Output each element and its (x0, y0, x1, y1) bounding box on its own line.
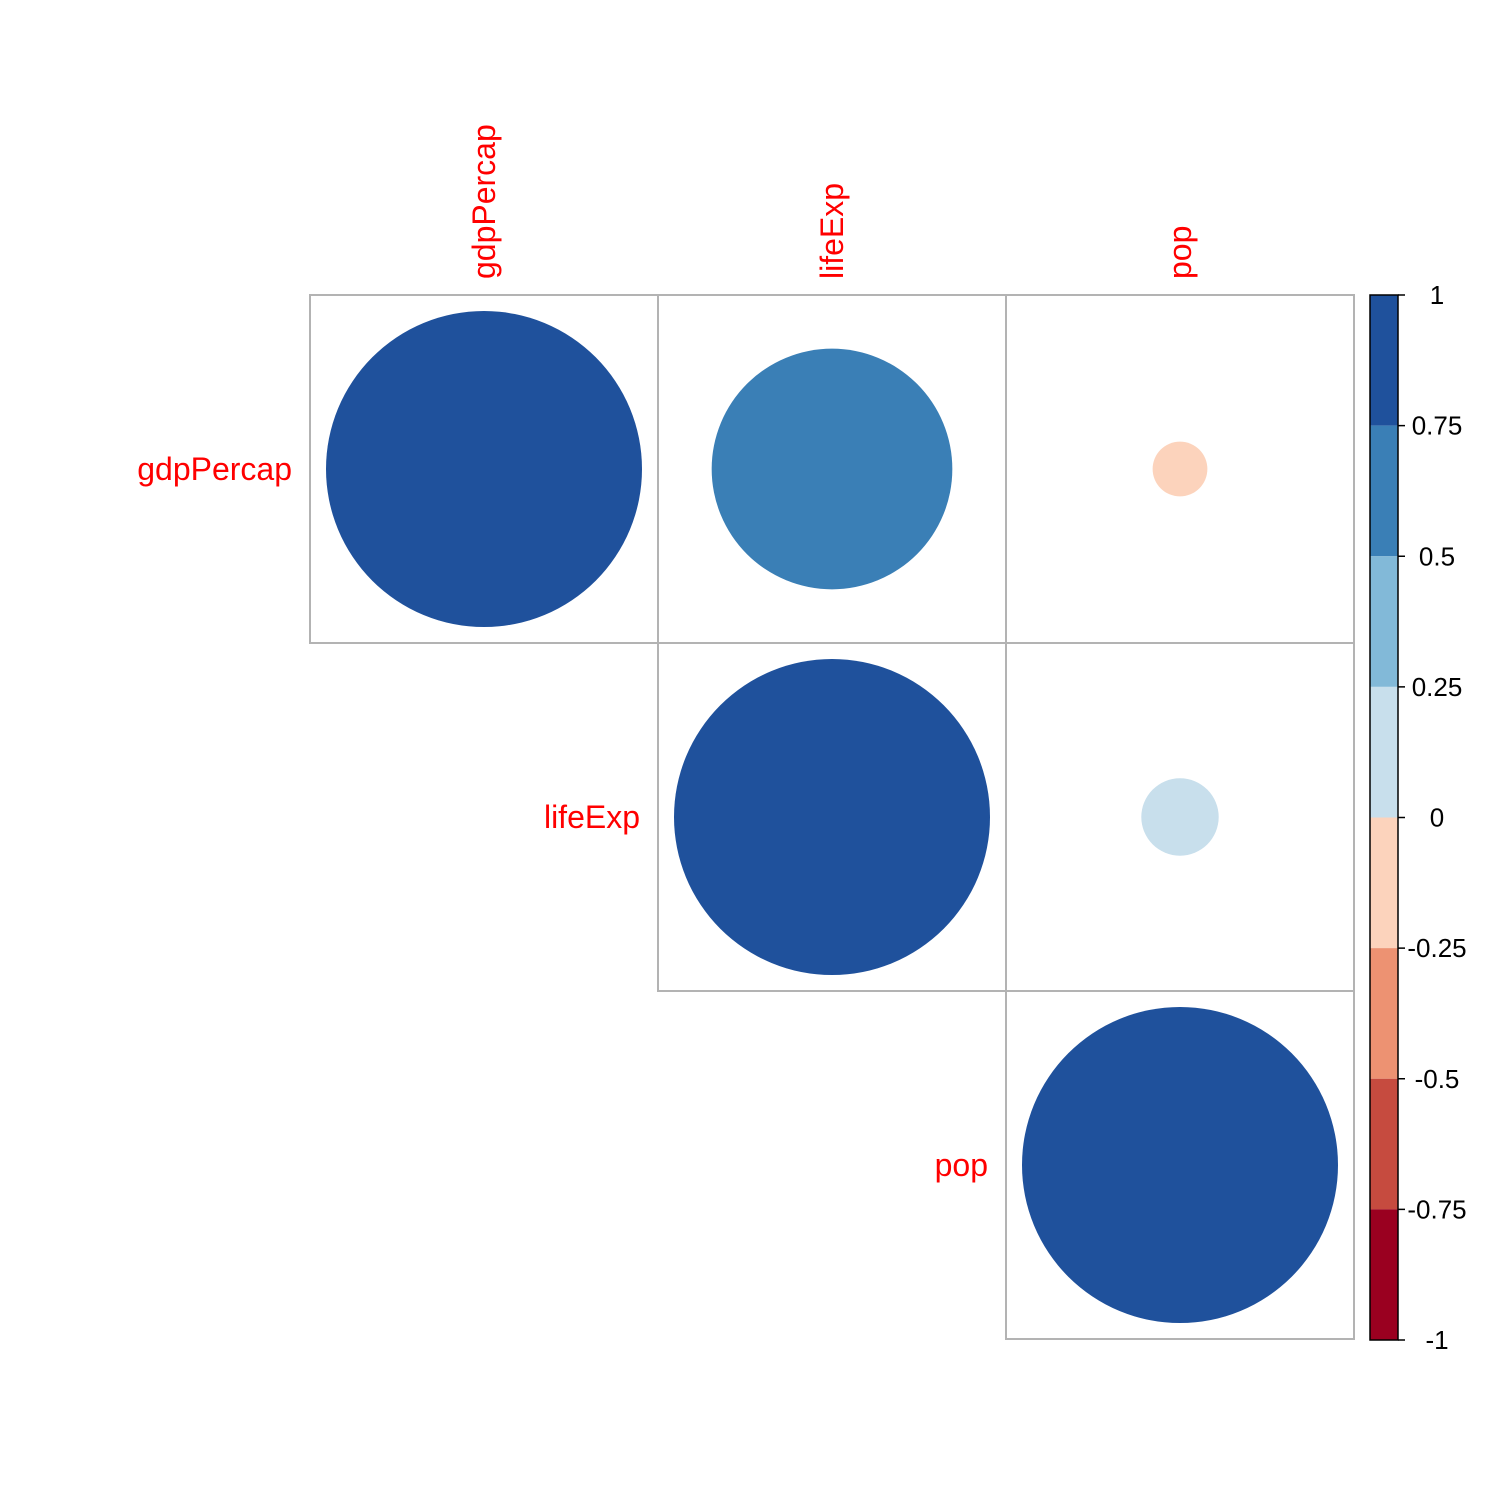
row-label-pop: pop (935, 1147, 988, 1183)
colorbar-tick-label-7: -0.75 (1407, 1194, 1466, 1224)
colorbar-tick-label-1: 0.75 (1412, 411, 1463, 441)
matrix-cell-pop-pop (1005, 990, 1355, 1340)
row-label-lifeExp: lifeExp (544, 799, 640, 835)
column-label-lifeExp: lifeExp (814, 183, 850, 279)
colorbar-tick-label-2: 0.5 (1419, 541, 1455, 571)
colorbar-tick-label-4: 0 (1430, 803, 1444, 833)
labels-layer: gdpPercap lifeExp pop gdpPercap lifeExp pop (137, 124, 1198, 1183)
column-label-gdpPercap: gdpPercap (466, 124, 502, 279)
colorbar-tick-label-8: -1 (1425, 1325, 1448, 1355)
correlation-circle-lifeExp-lifeExp (674, 659, 990, 975)
correlation-circle-gdpPercap-gdpPercap (326, 311, 642, 627)
colorbar-bin-5 (1370, 948, 1398, 1079)
correlation-circle-pop-pop (1022, 1007, 1338, 1323)
colorbar-bin-1 (1370, 425, 1398, 557)
colorbar-bin-7 (1370, 1209, 1398, 1340)
colorbar-tick-label-6: -0.5 (1415, 1064, 1460, 1094)
colorbar-bin-4 (1370, 817, 1398, 949)
colorbar-bin-6 (1370, 1078, 1398, 1210)
correlation-circle-lifeExp-pop (1141, 778, 1219, 856)
row-label-gdpPercap: gdpPercap (137, 451, 292, 487)
cells-layer (309, 294, 1355, 1340)
colorbar-tick-label-0: 1 (1430, 280, 1444, 310)
column-label-pop: pop (1162, 226, 1198, 279)
colorbar-tick-label-3: 0.25 (1412, 672, 1463, 702)
colorbar: 1 0.75 0.5 0.25 0 -0.25 -0.5 -0.75 -1 (1369, 280, 1467, 1355)
colorbar-bin-3 (1370, 686, 1398, 818)
colorbar-bin-0 (1370, 295, 1398, 426)
colorbar-tick-label-5: -0.25 (1407, 933, 1466, 963)
correlation-circle-gdpPercap-pop (1152, 441, 1208, 497)
correlation-circle-gdpPercap-lifeExp (711, 348, 953, 590)
colorbar-bin-2 (1370, 556, 1398, 687)
